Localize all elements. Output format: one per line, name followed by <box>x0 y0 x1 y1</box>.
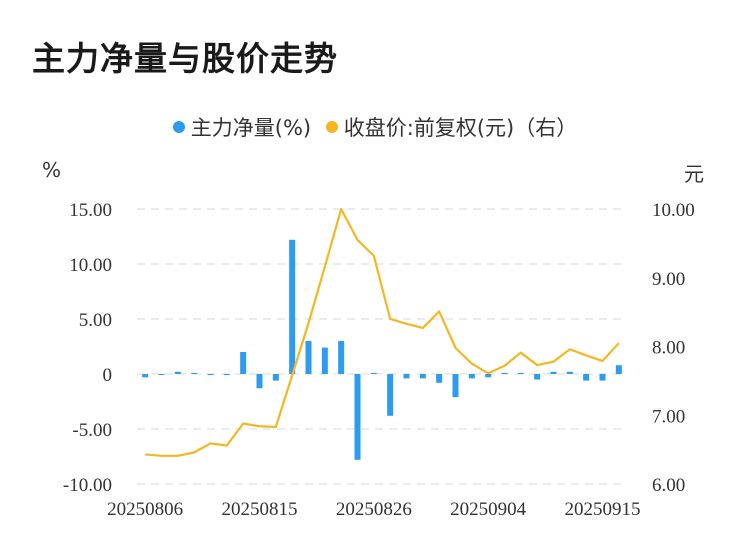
x-tick-label: 20250904 <box>450 499 527 520</box>
bar-net-flow <box>191 372 198 374</box>
legend-label-net-flow: 主力净量(%) <box>190 116 312 140</box>
legend-dot-close-price <box>325 121 338 133</box>
bar-net-flow <box>305 341 312 374</box>
chart-legend: 主力净量(%) 收盘价:前复权(元)（右） <box>0 112 750 142</box>
legend-dot-net-flow <box>172 121 185 133</box>
bar-net-flow <box>289 239 296 374</box>
y-left-tick-label: 10.00 <box>69 255 112 276</box>
x-tick-label: 20250915 <box>565 499 641 520</box>
bar-net-flow <box>354 374 361 460</box>
y-left-tick-label: -5.00 <box>72 420 112 441</box>
legend-item-net-flow[interactable]: 主力净量(%) <box>172 112 312 142</box>
bar-net-flow <box>566 371 573 374</box>
y-right-tick-label: 9.00 <box>652 269 685 290</box>
bar-net-flow <box>452 374 459 398</box>
bar-net-flow <box>517 372 524 374</box>
bar-net-flow <box>338 341 345 374</box>
y-right-tick-label: 6.00 <box>652 475 685 496</box>
y-left-tick-label: 0 <box>103 365 113 386</box>
y-right-tick-label: 10.00 <box>652 200 695 221</box>
left-axis-unit: % <box>42 158 62 182</box>
bar-net-flow <box>158 374 165 375</box>
bar-net-flow <box>403 374 410 379</box>
legend-item-close-price[interactable]: 收盘价:前复权(元)（右） <box>325 112 578 142</box>
bar-net-flow <box>419 374 426 379</box>
bar-net-flow <box>436 374 443 383</box>
y-right-tick-label: 7.00 <box>652 406 685 427</box>
bar-net-flow <box>223 374 230 376</box>
bar-net-flow <box>583 374 590 381</box>
bar-net-flow <box>468 374 475 379</box>
bar-net-flow <box>207 374 214 376</box>
bar-net-flow <box>142 374 149 378</box>
bar-net-flow <box>550 371 557 374</box>
bar-net-flow <box>501 372 508 374</box>
bar-net-flow <box>599 374 606 381</box>
page-title: 主力净量与股价走势 <box>32 39 338 78</box>
bar-net-flow <box>485 374 492 378</box>
y-left-tick-label: 15.00 <box>69 200 112 221</box>
bar-net-flow <box>174 371 181 374</box>
bar-net-flow <box>615 365 622 374</box>
bar-net-flow <box>387 374 394 416</box>
y-right-tick-label: 8.00 <box>652 338 685 359</box>
right-axis-unit: 元 <box>684 162 704 186</box>
bar-net-flow <box>256 374 263 389</box>
bar-net-flow <box>321 347 328 374</box>
bar-net-flow <box>272 374 279 381</box>
bar-net-flow <box>240 352 247 374</box>
x-tick-label: 20250815 <box>222 499 298 520</box>
y-left-tick-label: 5.00 <box>79 310 112 331</box>
bar-net-flow <box>534 374 541 380</box>
x-tick-label: 20250806 <box>107 499 183 520</box>
bar-net-flow <box>370 372 377 374</box>
line-close-price <box>145 207 620 457</box>
y-left-tick-label: -10.00 <box>63 475 112 496</box>
x-tick-label: 20250826 <box>336 499 412 520</box>
legend-label-close-price: 收盘价:前复权(元)（右） <box>343 116 578 140</box>
